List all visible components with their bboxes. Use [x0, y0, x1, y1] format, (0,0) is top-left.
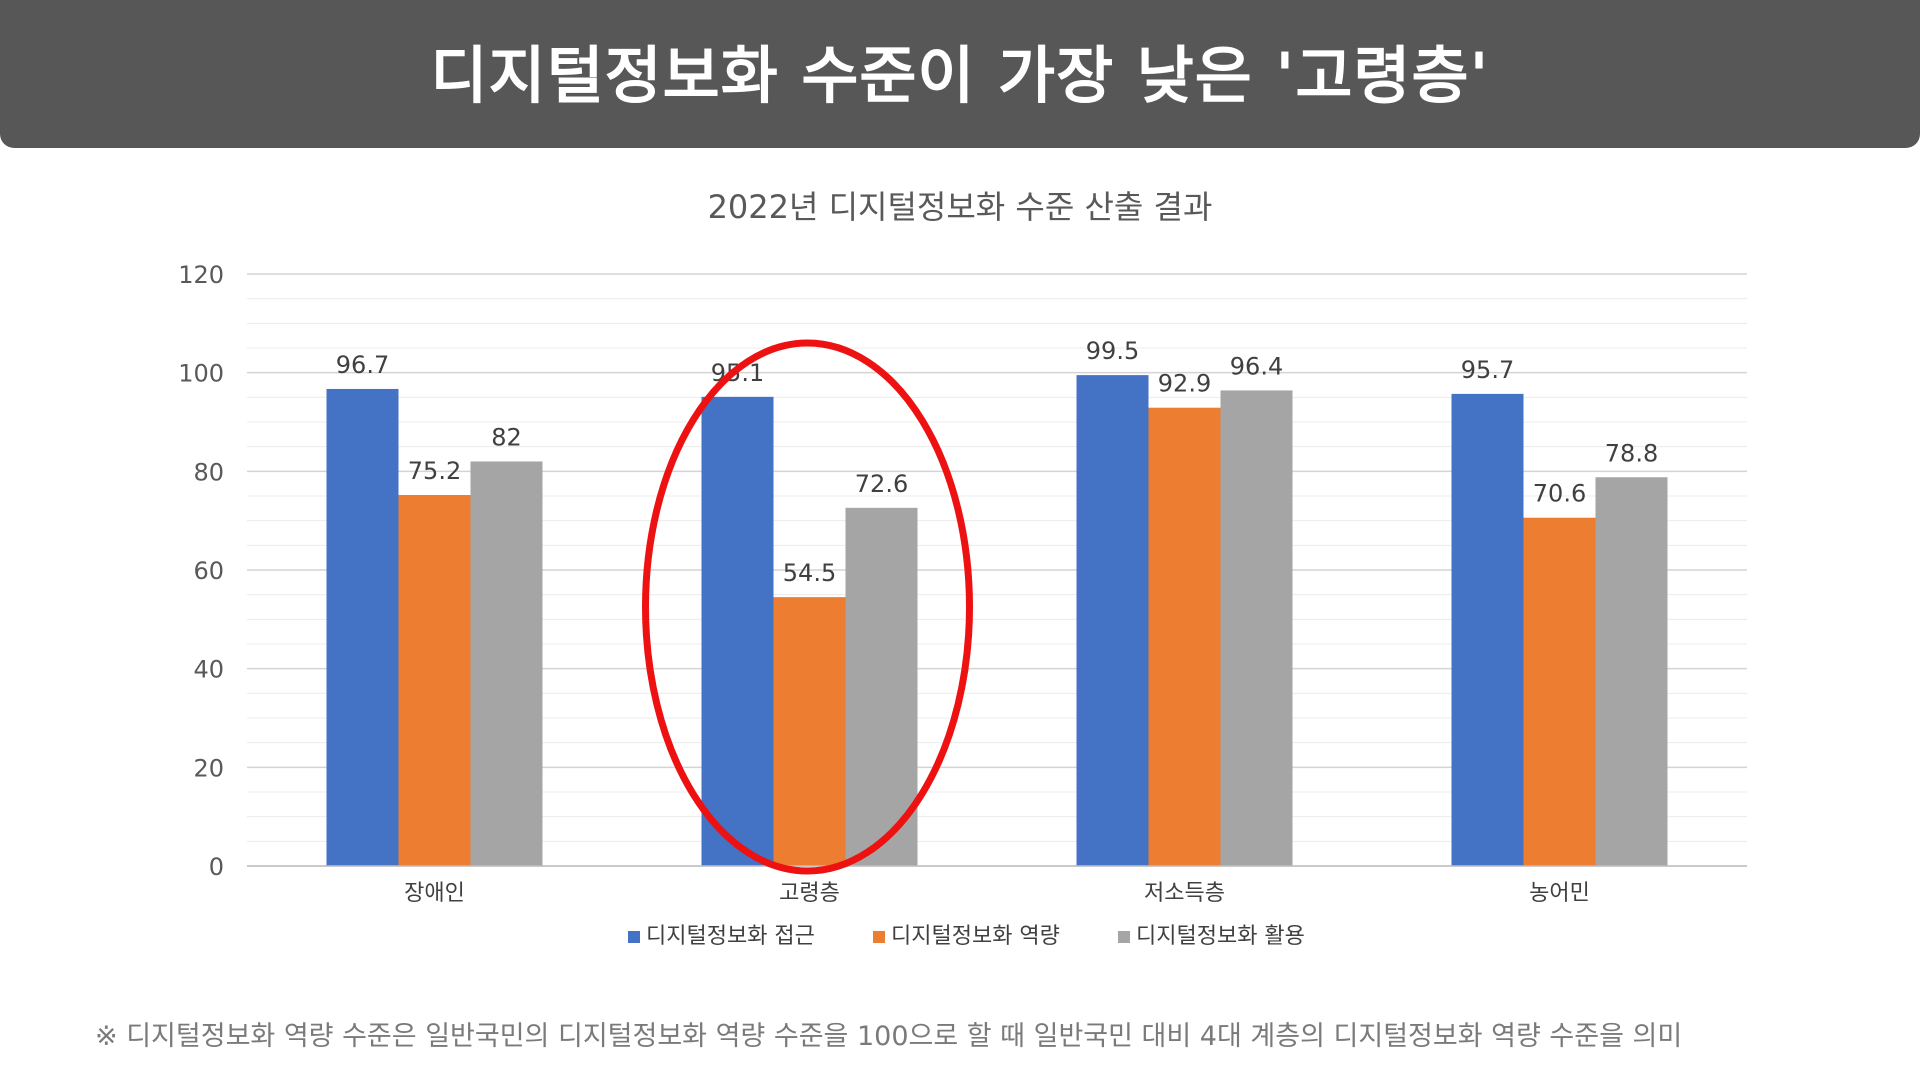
y-tick-label: 120: [178, 261, 224, 289]
header-banner: 디지털정보화 수준이 가장 낮은 '고령층': [0, 0, 1920, 148]
x-tick-label: 저소득층: [1144, 881, 1225, 906]
y-tick-label: 100: [178, 360, 224, 388]
data-label: 70.6: [1533, 480, 1586, 508]
chart-title: 2022년 디지털정보화 수준 산출 결과: [708, 188, 1213, 226]
data-label: 72.6: [855, 470, 908, 498]
data-label: 95.7: [1461, 356, 1514, 384]
x-tick-label: 고령층: [779, 881, 840, 906]
bar-2-4: [1523, 517, 1596, 866]
y-tick-label: 0: [209, 853, 224, 881]
y-tick-label: 40: [193, 656, 224, 684]
legend-label: 디지털정보화 접근: [646, 924, 815, 949]
bar-3-2: [845, 507, 918, 866]
data-label: 82: [491, 423, 522, 451]
banner-title: 디지털정보화 수준이 가장 낮은 '고령층': [430, 39, 1490, 112]
bar-1-1: [326, 388, 399, 866]
highlight-ellipse: [642, 339, 973, 875]
chart-container: 2022년 디지털정보화 수준 산출 결과 0 20 40 60 80 100 120 96.7…: [0, 170, 1920, 990]
bar-2-1: [398, 495, 471, 866]
bar-3-4: [1595, 477, 1668, 866]
data-label: 99.5: [1086, 337, 1139, 365]
bar-1-2: [701, 396, 774, 866]
footnote: ※ 디지털정보화 역량 수준은 일반국민의 디지털정보화 역량 수준을 100으…: [95, 1021, 1683, 1052]
y-tick-label: 60: [193, 557, 224, 585]
bar-2-3: [1148, 407, 1221, 866]
bar-1-4: [1451, 393, 1524, 866]
data-label: 75.2: [408, 457, 461, 485]
legend-label: 디지털정보화 활용: [1136, 924, 1305, 949]
bar-1-3: [1076, 375, 1149, 866]
legend-swatch-1: [628, 931, 640, 943]
y-tick-label: 80: [193, 458, 224, 486]
legend-swatch-2: [873, 931, 885, 943]
bar-3-1: [470, 461, 543, 866]
x-tick-label: 농어민: [1529, 881, 1590, 906]
legend-label: 디지털정보화 역량: [891, 924, 1060, 949]
y-tick-label: 20: [193, 754, 224, 782]
data-label: 78.8: [1605, 439, 1658, 467]
x-tick-label: 장애인: [404, 881, 465, 906]
bar-chart: 2022년 디지털정보화 수준 산출 결과 0 20 40 60 80 100 120 96.7…: [178, 188, 1747, 949]
data-label: 54.5: [783, 559, 836, 587]
data-label: 96.7: [336, 351, 389, 379]
bar-3-3: [1220, 390, 1293, 866]
legend-swatch-3: [1118, 931, 1130, 943]
data-label: 92.9: [1158, 370, 1211, 398]
data-label: 96.4: [1230, 352, 1283, 380]
bar-2-2: [773, 597, 846, 866]
